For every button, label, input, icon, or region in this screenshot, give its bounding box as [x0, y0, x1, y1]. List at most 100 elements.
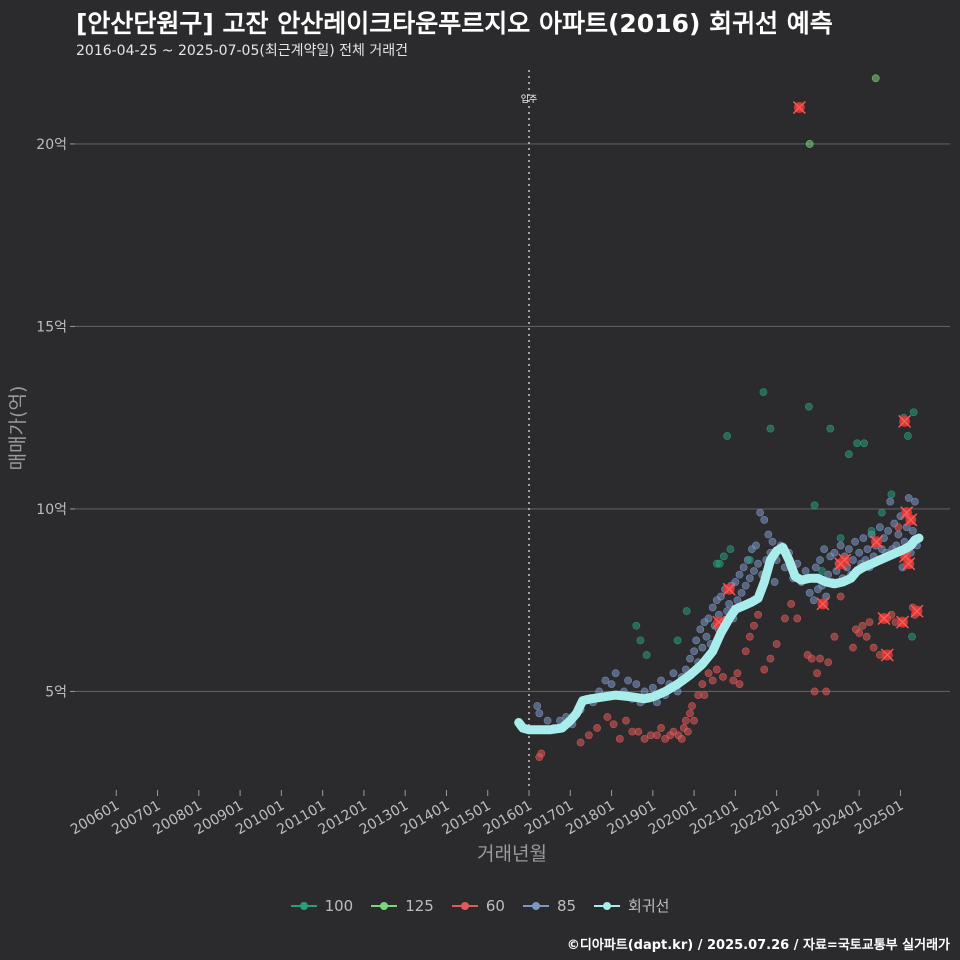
point-100	[636, 636, 645, 645]
regression-line-path	[514, 533, 924, 735]
point-60	[729, 676, 738, 685]
point-85	[731, 578, 740, 586]
point-100	[719, 552, 728, 561]
point-60	[719, 672, 727, 681]
point-85	[816, 556, 824, 564]
point-60	[813, 669, 821, 678]
point-85	[801, 567, 810, 575]
point-100	[904, 432, 912, 440]
point-60	[712, 665, 721, 674]
point-100	[632, 621, 641, 630]
highlight-marker	[896, 615, 910, 629]
point-60	[754, 610, 762, 619]
point-60	[609, 720, 618, 729]
point-60	[822, 687, 831, 696]
chart-title: [안산단원구] 고잔 안산레이크타운푸르지오 아파트(2016) 회귀선 예측	[76, 9, 833, 38]
footer-credit: ©디아파트(dapt.kr) / 2025.07.26 / 자료=국토교통부 실…	[566, 938, 950, 953]
legend-item-100: 100	[290, 895, 354, 916]
point-60	[684, 727, 692, 736]
point-60	[681, 716, 690, 725]
point-85	[632, 680, 641, 689]
point-60	[677, 735, 686, 743]
highlight-marker	[870, 535, 884, 549]
point-60	[787, 599, 795, 608]
point-85	[811, 563, 820, 572]
legend-swatch-60	[451, 896, 478, 916]
point-100	[682, 607, 691, 616]
point-85	[750, 567, 758, 575]
point-85	[543, 716, 552, 725]
point-60	[741, 647, 750, 656]
point-85	[611, 669, 620, 678]
point-85	[607, 680, 616, 689]
point-85	[704, 614, 713, 623]
axes: 5억10억15억20억20060120070120080120090120100…	[36, 70, 906, 838]
point-60	[745, 632, 754, 641]
point-85	[752, 541, 760, 550]
highlight-marker	[792, 100, 806, 114]
highlight-marker	[877, 611, 891, 625]
point-60	[615, 735, 624, 743]
highlight-marker	[904, 513, 918, 527]
point-60	[830, 632, 839, 641]
point-60	[772, 640, 781, 648]
point-85	[851, 537, 859, 546]
point-85	[863, 545, 872, 553]
y-tick-label: 10억	[36, 502, 67, 518]
point-85	[760, 516, 769, 524]
point-85	[735, 570, 744, 579]
point-85	[859, 534, 868, 543]
point-60	[816, 654, 824, 663]
point-85	[805, 589, 814, 597]
point-60	[824, 658, 833, 667]
point-85	[884, 526, 892, 535]
point-85	[739, 563, 748, 572]
point-60	[704, 669, 713, 678]
regression-line	[514, 533, 924, 735]
point-60	[862, 632, 871, 641]
point-85	[535, 709, 544, 718]
x-axis-title: 거래년월	[477, 843, 547, 865]
point-100	[642, 651, 651, 659]
point-85	[754, 559, 762, 568]
legend-swatch-100	[290, 896, 317, 916]
legend-label-regression: 회귀선	[628, 897, 670, 915]
point-60	[640, 735, 649, 743]
point-85	[908, 526, 917, 535]
point-85	[686, 654, 694, 663]
point-85	[741, 581, 750, 590]
point-100	[759, 388, 768, 397]
point-60	[760, 665, 769, 674]
point-100	[867, 526, 876, 535]
legend: 100 125 60 85 회귀선	[0, 895, 960, 916]
legend-item-regression: 회귀선	[594, 895, 669, 916]
point-85	[855, 548, 864, 557]
point-85	[601, 676, 610, 685]
point-60	[894, 523, 903, 532]
point-125	[805, 140, 814, 148]
legend-label-60: 60	[485, 896, 505, 915]
point-60	[865, 618, 874, 626]
point-85	[764, 530, 773, 539]
legend-label-100: 100	[324, 896, 354, 915]
point-85	[768, 537, 777, 546]
point-85	[836, 541, 845, 550]
legend-swatch-regression	[594, 896, 621, 916]
point-60	[807, 654, 816, 663]
point-60	[855, 629, 864, 637]
point-60	[584, 731, 593, 740]
point-100	[810, 501, 819, 510]
point-85	[911, 497, 919, 506]
point-85	[894, 530, 903, 539]
point-100	[804, 402, 813, 411]
point-60	[793, 614, 802, 623]
point-100	[826, 424, 835, 433]
point-100	[853, 439, 862, 448]
point-85	[770, 578, 779, 586]
point-85	[756, 508, 765, 517]
point-85	[669, 669, 678, 678]
point-100	[836, 534, 845, 543]
point-85	[698, 643, 707, 652]
point-100	[766, 424, 775, 433]
